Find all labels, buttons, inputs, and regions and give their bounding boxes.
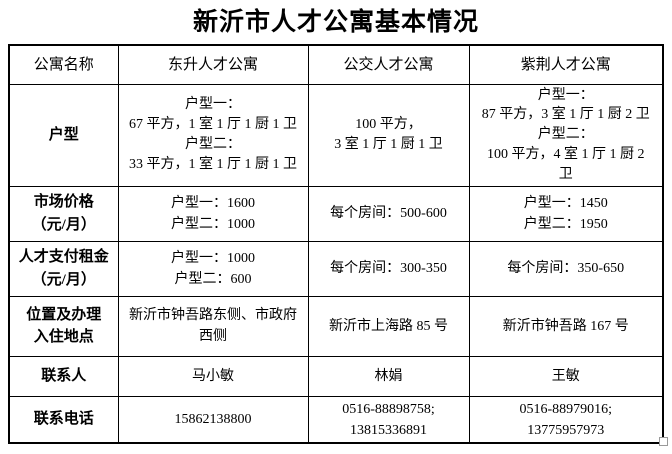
cell-talent-rent-dongsheng: 户型一：1000 户型二：600 bbox=[117, 240, 309, 297]
cell-market-price-gongjiao: 每个房间：500-600 bbox=[307, 185, 470, 242]
row-label-location: 位置及办理 入住地点 bbox=[8, 295, 119, 357]
cell-market-price-zijing: 户型一：1450 户型二：1950 bbox=[468, 185, 664, 242]
cell-market-price-dongsheng: 户型一：1600 户型二：1000 bbox=[117, 185, 309, 242]
cell-contact-phone-zijing: 0516-88979016; 13775957973 bbox=[468, 395, 664, 444]
table-row-contact-phone: 联系电话 15862138800 0516-88898758; 13815336… bbox=[8, 395, 664, 444]
header-zijing: 紫荆人才公寓 bbox=[468, 44, 664, 85]
header-apartment-name: 公寓名称 bbox=[8, 44, 119, 85]
apartment-info-table: 公寓名称 东升人才公寓 公交人才公寓 紫荆人才公寓 户型 户型一： 67 平方，… bbox=[8, 44, 664, 445]
cell-unit-type-gongjiao: 100 平方， 3 室 1 厅 1 厨 1 卫 bbox=[307, 83, 470, 187]
cell-location-zijing: 新沂市钟吾路 167 号 bbox=[468, 295, 664, 357]
table-row-talent-rent: 人才支付租金 （元/月） 户型一：1000 户型二：600 每个房间：300-3… bbox=[8, 240, 664, 297]
page-title: 新沂市人才公寓基本情况 bbox=[192, 9, 479, 36]
row-label-contact-phone: 联系电话 bbox=[8, 395, 119, 444]
header-dongsheng: 东升人才公寓 bbox=[117, 44, 309, 85]
cell-talent-rent-zijing: 每个房间：350-650 bbox=[468, 240, 664, 297]
cell-location-gongjiao: 新沂市上海路 85 号 bbox=[307, 295, 470, 357]
cell-contact-person-gongjiao: 林娟 bbox=[307, 355, 470, 397]
table-row-contact-person: 联系人 马小敏 林娟 王敏 bbox=[8, 355, 664, 397]
row-label-unit-type: 户型 bbox=[8, 83, 119, 187]
cell-contact-phone-dongsheng: 15862138800 bbox=[117, 395, 309, 444]
cell-unit-type-dongsheng: 户型一： 67 平方，1 室 1 厅 1 厨 1 卫 户型二： 33 平方，1 … bbox=[117, 83, 309, 187]
cell-location-dongsheng: 新沂市钟吾路东侧、市政府 西侧 bbox=[117, 295, 309, 357]
header-gongjiao: 公交人才公寓 bbox=[307, 44, 470, 85]
row-label-market-price: 市场价格 （元/月） bbox=[8, 185, 119, 242]
cell-unit-type-zijing: 户型一： 87 平方，3 室 1 厅 1 厨 2 卫 户型二： 100 平方，4… bbox=[468, 83, 664, 187]
cell-contact-person-dongsheng: 马小敏 bbox=[117, 355, 309, 397]
row-label-contact-person: 联系人 bbox=[8, 355, 119, 397]
cell-contact-phone-gongjiao: 0516-88898758; 13815336891 bbox=[307, 395, 470, 444]
table-row-unit-type: 户型 户型一： 67 平方，1 室 1 厅 1 厨 1 卫 户型二： 33 平方… bbox=[8, 83, 664, 187]
table-header-row: 公寓名称 东升人才公寓 公交人才公寓 紫荆人才公寓 bbox=[8, 44, 664, 85]
cell-contact-person-zijing: 王敏 bbox=[468, 355, 664, 397]
table-row-market-price: 市场价格 （元/月） 户型一：1600 户型二：1000 每个房间：500-60… bbox=[8, 185, 664, 242]
cell-talent-rent-gongjiao: 每个房间：300-350 bbox=[307, 240, 470, 297]
end-of-document-marker-icon bbox=[659, 437, 668, 446]
row-label-talent-rent: 人才支付租金 （元/月） bbox=[8, 240, 119, 297]
table-row-location: 位置及办理 入住地点 新沂市钟吾路东侧、市政府 西侧 新沂市上海路 85 号 新… bbox=[8, 295, 664, 357]
